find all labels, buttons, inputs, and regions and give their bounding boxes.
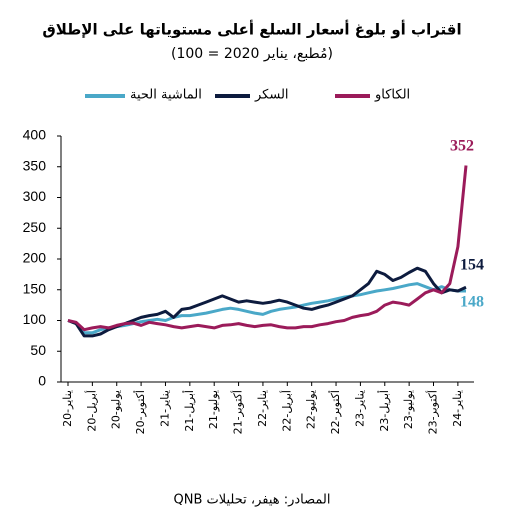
value-label: 148 bbox=[460, 294, 484, 311]
y-tick-label: 250 bbox=[23, 219, 47, 235]
x-tick-label: يناير-20 bbox=[61, 390, 74, 427]
x-tick-label: يناير-24 bbox=[451, 390, 464, 427]
series-line bbox=[67, 266, 467, 338]
x-tick-label: يناير-23 bbox=[353, 390, 366, 427]
chart-title: اقتراب أو بلوغ أسعار السلع أعلى مستوياته… bbox=[42, 20, 461, 39]
x-tick-label: يناير-22 bbox=[256, 390, 269, 427]
x-tick-label: أكتوبر-20 bbox=[133, 390, 147, 434]
y-tick-label: 300 bbox=[23, 188, 47, 204]
legend-label: الماشية الحية bbox=[130, 88, 202, 103]
chart-subtitle: (مُطبع، يناير 2020 = 100) bbox=[171, 46, 333, 62]
x-tick-label: يوليو-20 bbox=[110, 390, 123, 429]
y-tick-label: 100 bbox=[23, 311, 47, 327]
series-line bbox=[67, 165, 468, 332]
x-tick-label: أكتوبر-21 bbox=[231, 390, 245, 434]
legend-label: السكر bbox=[254, 88, 289, 103]
x-tick-label: أبريل-23 bbox=[377, 390, 391, 432]
x-tick-label: أبريل-21 bbox=[182, 390, 196, 432]
y-tick-label: 400 bbox=[23, 127, 47, 143]
y-tick-label: 350 bbox=[23, 157, 47, 173]
value-label: 154 bbox=[460, 257, 484, 274]
x-tick-label: يناير-21 bbox=[158, 390, 171, 427]
x-tick-label: أكتوبر-22 bbox=[328, 390, 342, 434]
x-tick-label: يوليو-21 bbox=[207, 390, 220, 429]
source: المصادر: هيفر، تحليلات QNB bbox=[173, 493, 330, 508]
x-tick-label: يوليو-22 bbox=[305, 390, 318, 429]
legend-label: الكاكاو bbox=[374, 88, 410, 103]
y-tick-label: 200 bbox=[23, 250, 47, 266]
y-tick-label: 150 bbox=[23, 280, 47, 296]
y-tick-label: 50 bbox=[30, 342, 46, 358]
x-tick-label: يوليو-23 bbox=[402, 390, 415, 429]
value-label: 352 bbox=[450, 138, 474, 155]
y-tick-label: 0 bbox=[38, 373, 46, 389]
x-tick-label: أبريل-20 bbox=[84, 390, 98, 432]
x-tick-label: أبريل-22 bbox=[279, 390, 293, 432]
x-tick-label: أكتوبر-23 bbox=[426, 390, 440, 434]
